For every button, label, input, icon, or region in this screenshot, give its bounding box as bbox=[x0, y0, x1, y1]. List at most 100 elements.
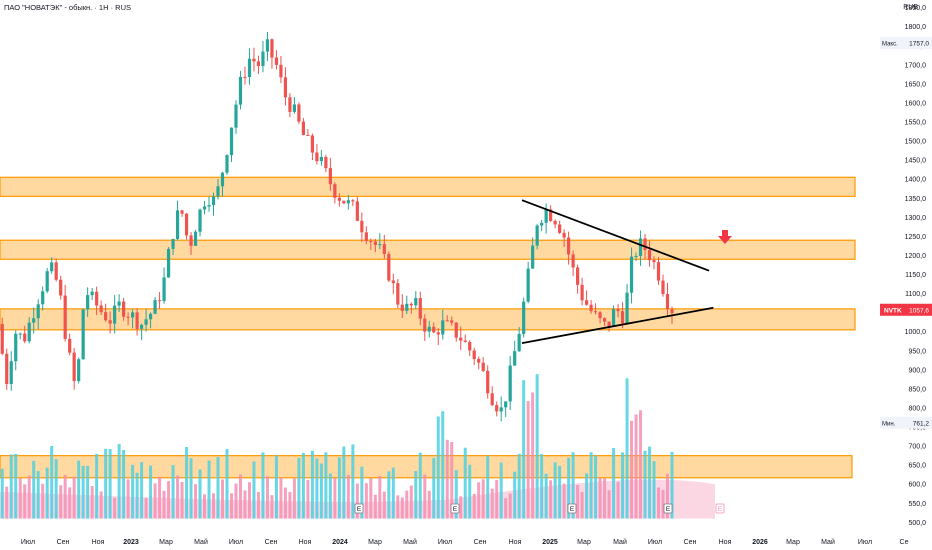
candle-body bbox=[607, 321, 611, 327]
candle bbox=[647, 240, 652, 267]
volume-bar bbox=[652, 461, 656, 519]
volume-bar bbox=[203, 494, 207, 519]
candle bbox=[337, 193, 341, 207]
volume-bar bbox=[562, 483, 566, 519]
volume-bar bbox=[90, 486, 94, 519]
candle-body bbox=[243, 76, 247, 78]
candle-body bbox=[387, 253, 391, 281]
candle-body bbox=[396, 283, 400, 305]
volume-bar bbox=[625, 378, 629, 519]
volume-bar bbox=[400, 497, 404, 519]
candle-body bbox=[647, 250, 652, 261]
candle bbox=[99, 300, 103, 316]
candle bbox=[535, 224, 539, 250]
volume-bar bbox=[594, 455, 598, 519]
candle bbox=[504, 401, 508, 417]
volume-bar bbox=[567, 457, 571, 519]
volume-bar bbox=[427, 490, 431, 519]
candle-body bbox=[661, 280, 665, 295]
trendline-2 bbox=[521, 306, 714, 345]
candle bbox=[207, 196, 211, 212]
earnings-marker: E bbox=[450, 503, 460, 514]
volume-bar bbox=[526, 401, 530, 519]
volume-bar bbox=[41, 483, 45, 519]
volume-bar bbox=[270, 495, 274, 519]
volume-bar bbox=[54, 459, 58, 519]
candle-body bbox=[360, 220, 364, 233]
volume-bar bbox=[328, 473, 332, 519]
candle-body bbox=[616, 309, 620, 312]
candle bbox=[553, 219, 557, 229]
x-tick-label: Сен bbox=[265, 539, 278, 546]
trendlines bbox=[521, 199, 714, 345]
candle-body bbox=[602, 318, 607, 322]
candle-body bbox=[153, 300, 157, 314]
volume-bar bbox=[126, 479, 130, 519]
volume-bar bbox=[517, 453, 521, 519]
volume-bar bbox=[27, 475, 31, 519]
candle bbox=[576, 264, 580, 294]
candle-body bbox=[414, 298, 418, 306]
zone-1 bbox=[0, 176, 856, 197]
candle-body bbox=[504, 401, 508, 408]
candle-body bbox=[261, 51, 265, 67]
volume-bar bbox=[212, 493, 216, 519]
candle bbox=[387, 251, 391, 283]
volume-bar bbox=[45, 467, 49, 519]
candle-body bbox=[59, 279, 63, 296]
y-tick-label: 600,0 bbox=[908, 482, 926, 489]
candle-body bbox=[459, 337, 463, 341]
y-tick-label: 650,0 bbox=[908, 463, 926, 470]
time-axis[interactable]: Июл Сен Ноя 2023 Мар Май Июл Сен Ноя 2024 Мар Май Ию… bbox=[21, 538, 909, 546]
candle-body bbox=[139, 324, 144, 329]
candle-body bbox=[220, 172, 225, 187]
volume-bar bbox=[603, 478, 607, 519]
volume-bar bbox=[131, 464, 135, 519]
candle bbox=[531, 237, 535, 269]
candle-body bbox=[184, 213, 189, 236]
candle-body bbox=[468, 341, 472, 351]
x-tick-label: Ноя bbox=[299, 539, 312, 546]
candle-body bbox=[229, 127, 234, 156]
candle-body bbox=[477, 359, 481, 363]
volume-bar bbox=[216, 456, 220, 519]
volume-bar bbox=[544, 473, 548, 519]
candle-body bbox=[643, 238, 647, 251]
candle bbox=[342, 200, 346, 205]
candle bbox=[279, 55, 283, 84]
candle-body bbox=[310, 135, 315, 153]
candle-body bbox=[558, 224, 562, 233]
candle-body bbox=[656, 262, 661, 281]
candle bbox=[517, 326, 521, 352]
candle bbox=[571, 250, 575, 276]
candle-body bbox=[108, 320, 112, 324]
x-tick-label: Сен bbox=[57, 539, 70, 546]
candle-body bbox=[522, 301, 526, 334]
volume-bar bbox=[185, 447, 189, 519]
candle-body bbox=[126, 316, 130, 318]
earnings-marker-box bbox=[450, 503, 460, 514]
volume-bar bbox=[360, 466, 364, 519]
candle-body bbox=[283, 77, 288, 98]
volume-bar bbox=[576, 484, 580, 519]
volume-bar bbox=[441, 411, 445, 519]
candle-body bbox=[144, 319, 148, 325]
volume-bar bbox=[630, 420, 634, 519]
x-tick-label: Сен bbox=[684, 539, 697, 546]
candle-body bbox=[166, 248, 171, 278]
candle-body bbox=[409, 303, 413, 306]
candle-body bbox=[113, 305, 117, 324]
volume-bar bbox=[32, 460, 36, 519]
candle-body bbox=[432, 326, 436, 333]
volume-bar bbox=[234, 483, 238, 519]
candle-body bbox=[549, 209, 553, 221]
volume-bar bbox=[373, 494, 377, 519]
candle-body bbox=[436, 332, 440, 335]
last-price-value: 1057,6 bbox=[909, 307, 929, 314]
price-axis[interactable]: 500,0550,0600,0650,0700,0750,0800,0850,0… bbox=[905, 5, 927, 527]
candle-body bbox=[216, 186, 220, 197]
candle-body bbox=[198, 209, 202, 232]
candle bbox=[580, 277, 584, 306]
